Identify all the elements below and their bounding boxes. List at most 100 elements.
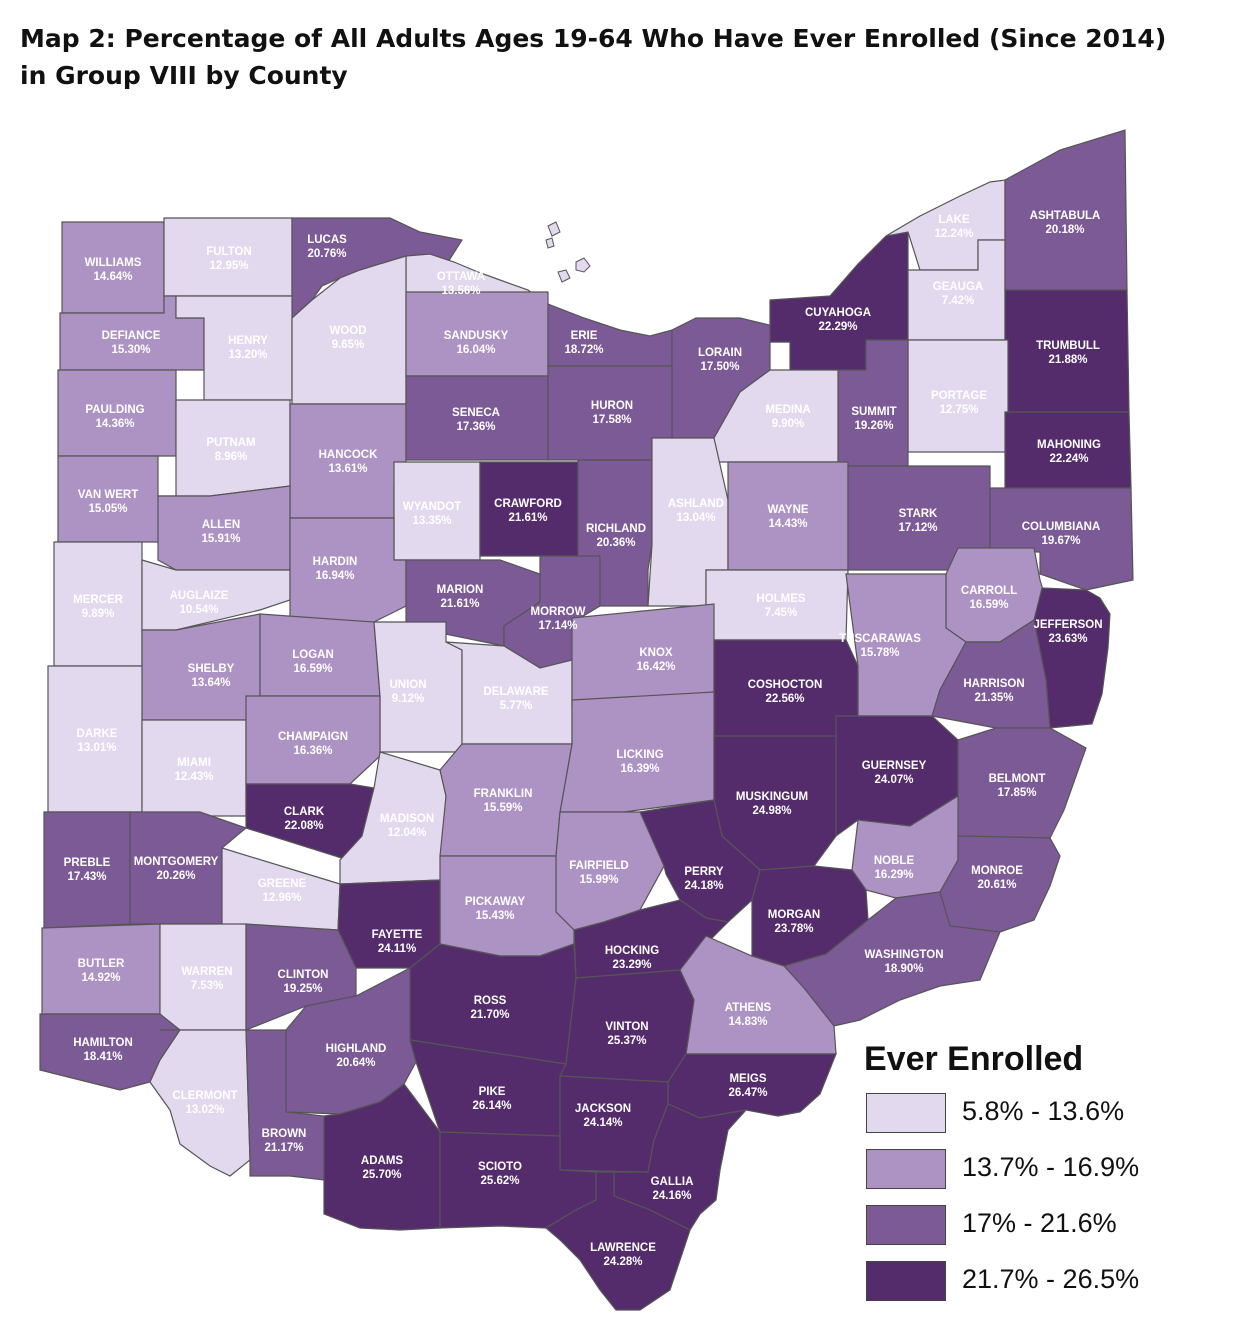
county-label-noble: NOBLE bbox=[874, 855, 915, 867]
county-champaign[interactable] bbox=[245, 695, 381, 785]
county-value-harrison: 21.35% bbox=[974, 692, 1013, 704]
county-label-monroe: MONROE bbox=[971, 865, 1023, 877]
county-value-union: 9.12% bbox=[392, 693, 425, 705]
county-holmes[interactable] bbox=[705, 569, 849, 641]
county-value-sandusky: 16.04% bbox=[456, 344, 495, 356]
county-value-henry: 13.20% bbox=[228, 349, 267, 361]
county-value-noble: 16.29% bbox=[874, 869, 913, 881]
county-wayne[interactable] bbox=[727, 461, 849, 571]
legend-swatch-class-2 bbox=[866, 1149, 946, 1189]
county-value-holmes: 7.45% bbox=[765, 607, 798, 619]
county-label-washington: WASHINGTON bbox=[864, 949, 943, 961]
county-value-trumbull: 21.88% bbox=[1048, 354, 1087, 366]
county-value-wood: 9.65% bbox=[332, 339, 365, 351]
county-label-ashland: ASHLAND bbox=[668, 498, 724, 510]
county-value-preble: 17.43% bbox=[67, 871, 106, 883]
county-value-athens: 14.83% bbox=[728, 1016, 767, 1028]
county-label-scioto: SCIOTO bbox=[478, 1161, 522, 1173]
county-label-ashtabula: ASHTABULA bbox=[1030, 210, 1101, 222]
county-label-meigs: MEIGS bbox=[729, 1073, 766, 1085]
county-value-portage: 12.75% bbox=[939, 404, 978, 416]
county-label-wood: WOOD bbox=[329, 325, 366, 337]
county-label-fulton: FULTON bbox=[206, 246, 252, 258]
county-label-hardin: HARDIN bbox=[313, 556, 358, 568]
county-monroe[interactable] bbox=[939, 835, 1061, 933]
county-value-licking: 16.39% bbox=[620, 763, 659, 775]
county-value-cuyahoga: 22.29% bbox=[818, 321, 857, 333]
county-value-williams: 14.64% bbox=[93, 271, 132, 283]
county-label-jackson: JACKSON bbox=[575, 1103, 631, 1115]
county-label-trumbull: TRUMBULL bbox=[1036, 340, 1100, 352]
county-value-van-wert: 15.05% bbox=[88, 503, 127, 515]
county-label-mercer: MERCER bbox=[73, 594, 124, 606]
county-value-lorain: 17.50% bbox=[700, 361, 739, 373]
county-label-sandusky: SANDUSKY bbox=[444, 330, 509, 342]
county-value-washington: 18.90% bbox=[884, 963, 923, 975]
county-value-ottawa: 13.56% bbox=[441, 285, 480, 297]
county-preble[interactable] bbox=[43, 811, 131, 929]
county-value-mercer: 9.89% bbox=[82, 608, 115, 620]
county-value-vinton: 25.37% bbox=[607, 1035, 646, 1047]
county-label-mahoning: MAHONING bbox=[1037, 439, 1101, 451]
county-value-montgomery: 20.26% bbox=[156, 870, 195, 882]
county-label-brown: BROWN bbox=[262, 1128, 307, 1140]
county-value-perry: 24.18% bbox=[684, 880, 723, 892]
county-value-gallia: 24.16% bbox=[652, 1190, 691, 1202]
county-label-shelby: SHELBY bbox=[188, 663, 235, 675]
county-value-lucas: 20.76% bbox=[307, 248, 346, 260]
county-label-champaign: CHAMPAIGN bbox=[278, 731, 348, 743]
lake-erie-island bbox=[575, 257, 591, 273]
county-label-clinton: CLINTON bbox=[278, 969, 329, 981]
county-value-highland: 20.64% bbox=[336, 1057, 375, 1069]
county-label-logan: LOGAN bbox=[292, 649, 334, 661]
county-label-butler: BUTLER bbox=[78, 958, 125, 970]
county-label-lake: LAKE bbox=[938, 214, 970, 226]
county-meigs[interactable] bbox=[667, 1053, 837, 1119]
county-value-knox: 16.42% bbox=[636, 661, 675, 673]
county-value-meigs: 26.47% bbox=[728, 1087, 767, 1099]
county-label-miami: MIAMI bbox=[177, 757, 211, 769]
county-label-richland: RICHLAND bbox=[586, 523, 646, 535]
county-label-belmont: BELMONT bbox=[989, 773, 1046, 785]
county-label-geauga: GEAUGA bbox=[933, 281, 983, 293]
county-label-morgan: MORGAN bbox=[768, 909, 820, 921]
legend-swatch-class-1 bbox=[866, 1093, 946, 1133]
county-label-cuyahoga: CUYAHOGA bbox=[805, 307, 871, 319]
county-gallia[interactable] bbox=[613, 1103, 748, 1231]
county-hancock[interactable] bbox=[289, 403, 407, 519]
county-value-belmont: 17.85% bbox=[997, 787, 1036, 799]
legend-label-class-1: 5.8% - 13.6% bbox=[962, 1096, 1125, 1126]
county-lawrence[interactable] bbox=[544, 1171, 691, 1311]
county-label-ottawa: OTTAWA bbox=[437, 271, 485, 283]
legend-swatch-class-3 bbox=[866, 1205, 946, 1245]
county-label-huron: HURON bbox=[591, 400, 633, 412]
county-value-mahoning: 22.24% bbox=[1049, 453, 1088, 465]
county-clermont[interactable] bbox=[149, 1029, 251, 1177]
county-label-morrow: MORROW bbox=[531, 606, 586, 618]
county-franklin[interactable] bbox=[439, 743, 573, 857]
county-value-miami: 12.43% bbox=[174, 771, 213, 783]
county-value-seneca: 17.36% bbox=[456, 421, 495, 433]
county-ashtabula[interactable] bbox=[1004, 129, 1128, 291]
county-value-wyandot: 13.35% bbox=[412, 515, 451, 527]
county-label-coshocton: COSHOCTON bbox=[748, 679, 823, 691]
county-value-tuscarawas: 15.78% bbox=[860, 647, 899, 659]
county-value-crawford: 21.61% bbox=[508, 512, 547, 524]
county-value-erie: 18.72% bbox=[564, 344, 603, 356]
county-value-logan: 16.59% bbox=[293, 663, 332, 675]
county-label-preble: PREBLE bbox=[64, 857, 111, 869]
county-label-greene: GREENE bbox=[258, 878, 307, 890]
county-value-greene: 12.96% bbox=[262, 892, 301, 904]
county-label-fayette: FAYETTE bbox=[372, 929, 423, 941]
county-value-pike: 26.14% bbox=[472, 1100, 511, 1112]
county-erie[interactable] bbox=[547, 303, 673, 367]
county-label-defiance: DEFIANCE bbox=[102, 330, 161, 342]
county-value-ashtabula: 20.18% bbox=[1045, 224, 1084, 236]
county-value-delaware: 5.77% bbox=[500, 700, 533, 712]
lake-erie-island bbox=[547, 221, 561, 237]
county-value-wayne: 14.43% bbox=[768, 518, 807, 530]
county-value-clark: 22.08% bbox=[284, 820, 323, 832]
county-label-licking: LICKING bbox=[616, 749, 663, 761]
county-value-shelby: 13.64% bbox=[191, 677, 230, 689]
county-value-allen: 15.91% bbox=[201, 533, 240, 545]
